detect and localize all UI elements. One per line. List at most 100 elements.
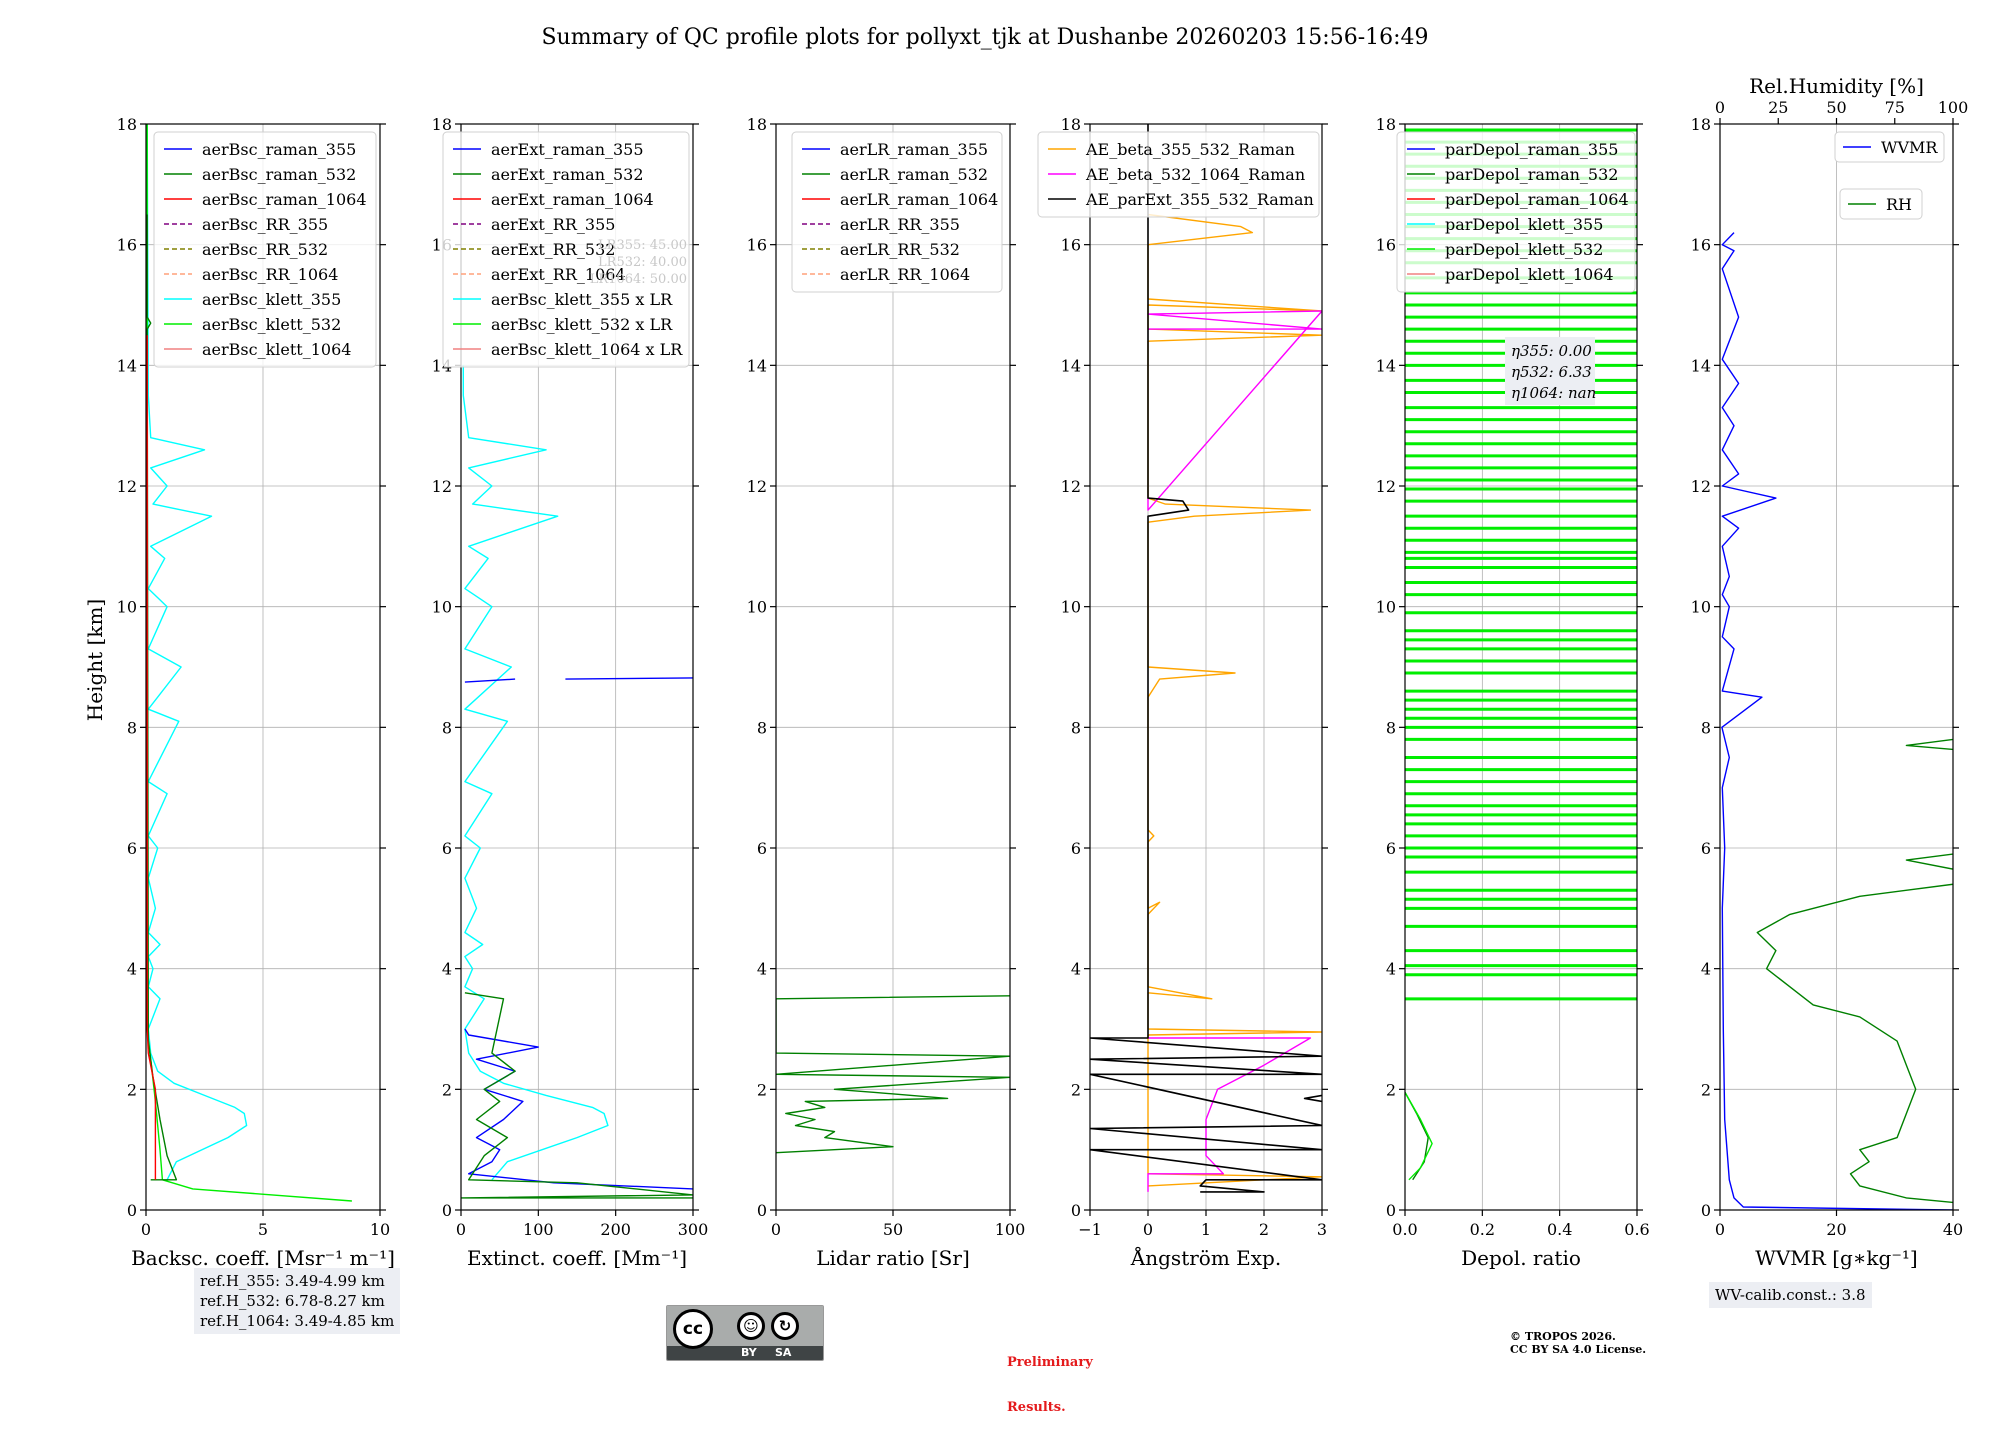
y-tick-label: 10 [1691, 598, 1711, 617]
top-x-tick-label: 75 [1885, 98, 1905, 117]
legend-label: aerBsc_klett_532 [202, 315, 341, 334]
x-tick-label: 2 [1259, 1220, 1269, 1239]
axes-frame [145, 123, 381, 1211]
x-axis-label: Depol. ratio [1461, 1246, 1581, 1270]
y-tick-label: 2 [1386, 1080, 1396, 1099]
y-tick-label: 6 [1386, 839, 1396, 858]
series-line [461, 992, 693, 1199]
lr-annotation-1064: LR1064: 50.00 [590, 272, 687, 287]
series-line [146, 124, 248, 1181]
axes-frame [1404, 123, 1638, 1211]
y-tick-label: 10 [432, 598, 452, 617]
y-tick-label: 16 [117, 236, 137, 255]
x-tick-label: 300 [678, 1220, 709, 1239]
cc-sa-label: SA [775, 1346, 792, 1359]
y-tick-label: 6 [757, 839, 767, 858]
series-line [1303, 1094, 1322, 1103]
copyright-line-2: CC BY SA 4.0 License. [1510, 1343, 1647, 1356]
x-tick-label: 0.2 [1470, 1220, 1495, 1239]
legend-label: aerBsc_RR_355 [202, 215, 328, 234]
x-tick-label: −1 [1078, 1220, 1102, 1239]
wv-calibration-box: WV-calib.const.: 3.8 [1709, 1282, 1872, 1308]
eta-annotation: η1064: nan [1511, 384, 1596, 402]
legend-label: aerExt_raman_1064 [491, 190, 654, 209]
legend-label: aerExt_raman_355 [491, 140, 644, 159]
y-tick-label: 4 [442, 960, 452, 979]
legend-box [1037, 131, 1320, 218]
panel-3: 0 2 4 6 8 10 12 14 16 18 0 50 100 Lidar ratio [Sr] aer… [747, 115, 1026, 1270]
y-tick-label: 8 [442, 718, 452, 737]
wv-calib-const: WV-calib.const.: 3.8 [1715, 1286, 1866, 1304]
legend-label: aerLR_raman_355 [840, 140, 988, 159]
x-axis-label: Backsc. coeff. [Msr⁻¹ m⁻¹] [131, 1246, 395, 1270]
series-line [464, 1028, 693, 1190]
legend-label: aerBsc_klett_355 [202, 290, 341, 309]
x-tick-label: 0 [1143, 1220, 1153, 1239]
x-tick-label: 0.6 [1624, 1220, 1649, 1239]
series-line [1147, 310, 1322, 511]
y-tick-label: 18 [117, 115, 137, 134]
y-tick-label: 10 [1061, 598, 1081, 617]
y-tick-label: 0 [1386, 1201, 1396, 1220]
x-tick-label: 10 [370, 1220, 390, 1239]
x-tick-label: 50 [883, 1220, 903, 1239]
legend-label: aerExt_RR_532 [491, 240, 615, 259]
lr-annotation-532: LR532: 40.00 [598, 255, 687, 270]
series-line [1147, 1037, 1312, 1192]
prelim-line-2: Results. [1007, 1400, 1066, 1415]
y-tick-label: 0 [757, 1201, 767, 1220]
figure-title: Summary of QC profile plots for pollyxt_… [541, 25, 1428, 50]
legend-label: aerBsc_RR_532 [202, 240, 328, 259]
y-tick-label: 14 [117, 356, 137, 375]
top-x-axis-label: Rel.Humidity [%] [1749, 74, 1924, 98]
y-tick-label: 2 [1071, 1080, 1081, 1099]
x-tick-label: 0.4 [1547, 1220, 1572, 1239]
preliminary-note: Preliminary Results. [1007, 1325, 1093, 1430]
y-tick-label: 2 [1701, 1080, 1711, 1099]
series-line [1405, 1091, 1429, 1181]
y-tick-label: 14 [1691, 356, 1711, 375]
x-tick-label: 200 [600, 1220, 631, 1239]
y-tick-label: 14 [747, 356, 767, 375]
y-tick-label: 0 [1071, 1201, 1081, 1220]
y-tick-label: 4 [757, 960, 767, 979]
x-tick-label: 1 [1201, 1220, 1211, 1239]
refh-532: ref.H_532: 6.78-8.27 km [200, 1292, 385, 1310]
legend-label: aerExt_RR_1064 [491, 265, 626, 284]
y-tick-label: 4 [1701, 960, 1711, 979]
legend-box [442, 131, 690, 368]
shared-ylabel: Height [km] [83, 599, 107, 721]
x-tick-label: 5 [258, 1220, 268, 1239]
series-line [146, 335, 157, 1180]
series-line [776, 995, 1010, 1154]
y-tick-label: 8 [1386, 718, 1396, 737]
x-axis-label: Lidar ratio [Sr] [816, 1246, 970, 1270]
y-tick-label: 2 [757, 1080, 767, 1099]
panel-5: 0 2 4 6 8 10 12 14 16 18 0.0 0.2 0.4 0.6 Depol. ratio p… [1376, 115, 1650, 1270]
y-tick-label: 16 [1691, 236, 1711, 255]
y-tick-label: 12 [1376, 477, 1396, 496]
legend-box [1834, 131, 1945, 163]
y-tick-label: 8 [127, 718, 137, 737]
y-tick-label: 4 [127, 960, 137, 979]
y-tick-label: 4 [1071, 960, 1081, 979]
legend-label: aerBsc_klett_1064 [202, 340, 351, 359]
y-tick-label: 2 [127, 1080, 137, 1099]
x-axis-label: WVMR [g∗kg⁻¹] [1755, 1246, 1917, 1270]
series-line [565, 677, 693, 680]
top-x-tick-label: 50 [1826, 98, 1846, 117]
top-x-tick-label: 25 [1768, 98, 1788, 117]
y-tick-label: 8 [1701, 718, 1711, 737]
x-axis-label: Ångström Exp. [1130, 1245, 1281, 1270]
legend-box [791, 131, 1003, 293]
legend-label: parDepol_raman_532 [1445, 165, 1618, 184]
legend-label: aerLR_RR_355 [840, 215, 960, 234]
series-line [464, 678, 516, 683]
legend-label: parDepol_klett_355 [1445, 215, 1603, 234]
y-tick-label: 16 [1061, 236, 1081, 255]
y-tick-label: 10 [747, 598, 767, 617]
cc-by-label: BY [741, 1346, 757, 1359]
y-tick-label: 0 [442, 1201, 452, 1220]
axes-frame [460, 123, 694, 1211]
